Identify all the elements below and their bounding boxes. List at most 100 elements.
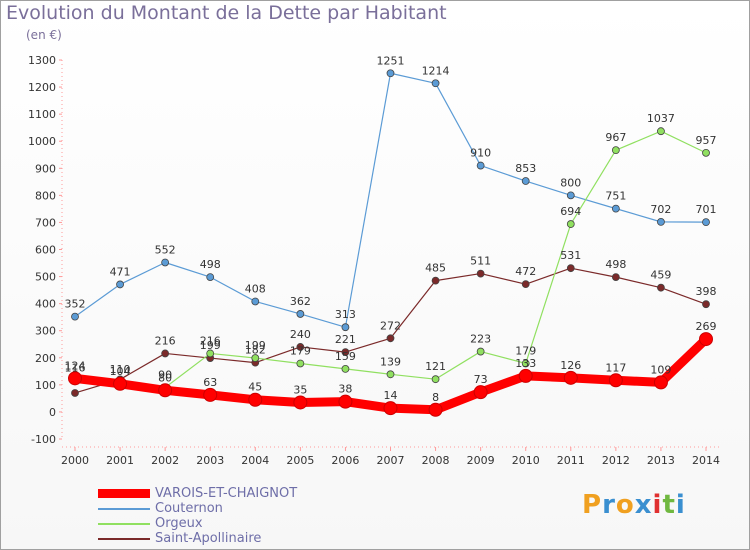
data-label: 531 [560,249,581,262]
data-point [563,370,578,385]
data-label: 45 [248,381,262,394]
legend-label-orgeux: Orgeux [155,516,203,531]
data-point [699,332,713,347]
data-label: 182 [245,344,266,357]
data-point [113,376,128,391]
logo-letter: i [652,490,663,520]
data-point [431,276,440,285]
y-tick-label: -100 [31,433,56,446]
data-label: 240 [290,328,311,341]
data-point [341,323,350,332]
legend-swatch-varois [98,489,150,498]
legend-label-couternon: Couternon [155,501,223,516]
data-label: 498 [605,258,626,271]
x-tick-label: 2010 [512,454,540,467]
data-point [251,297,260,306]
x-tick-label: 2009 [467,454,495,467]
legend-swatch-saint-apollinaire [98,538,150,540]
data-label: 80 [158,371,172,384]
data-point [386,334,395,343]
legend-label-varois: VAROIS-ET-CHAIGNOT [155,486,298,501]
data-point [476,269,485,278]
data-point [386,370,395,379]
legend-swatch-orgeux [98,523,150,525]
y-tick-label: 100 [35,379,56,392]
x-tick-label: 2004 [241,454,269,467]
data-label: 223 [470,333,491,346]
data-label: 313 [335,308,356,321]
y-tick-label: 300 [35,325,56,338]
data-point [206,273,215,282]
data-label: 485 [425,262,446,275]
data-point [518,368,533,383]
data-label: 216 [200,334,221,347]
x-tick-label: 2008 [422,454,450,467]
data-point [657,217,665,226]
data-point [161,258,170,267]
data-point [251,354,260,362]
data-label: 8 [432,391,439,404]
data-point [428,402,443,417]
x-tick-label: 2014 [692,454,720,467]
data-point [431,375,440,384]
x-tick-label: 2005 [286,454,314,467]
data-label: 126 [560,359,581,372]
data-point [341,348,350,357]
data-point [657,283,665,292]
data-label: 116 [65,362,86,375]
x-tick-label: 2011 [557,454,585,467]
data-label: 957 [696,134,717,147]
data-label: 199 [200,339,221,352]
data-label: 216 [155,334,176,347]
data-point [611,204,620,213]
data-label: 109 [650,363,671,376]
data-label: 702 [650,203,671,216]
data-point [68,371,82,386]
data-label: 73 [474,373,488,386]
logo-letter: P [582,490,603,520]
data-point [473,385,488,400]
data-label: 139 [380,355,401,368]
data-point [338,394,353,409]
x-tick-label: 2003 [196,454,224,467]
data-point [161,349,170,358]
y-tick-label: 200 [35,352,56,365]
data-label: 1037 [647,112,675,125]
data-label: 498 [200,258,221,271]
data-label: 800 [560,176,581,189]
data-label: 701 [696,203,717,216]
data-label: 221 [335,333,356,346]
data-label: 38 [338,383,352,396]
logo-letter: t [662,490,676,520]
data-label: 133 [515,357,536,370]
data-point [383,401,398,416]
y-tick-label: 0 [49,406,56,419]
data-point [608,373,623,388]
data-label: 269 [696,320,717,333]
data-point [611,273,620,282]
data-point [476,161,485,170]
data-point [702,300,710,309]
data-label: 362 [290,295,311,308]
data-label: 104 [110,365,131,378]
proxiti-logo: Proxiti [582,490,686,520]
data-point [653,375,668,390]
data-point [293,395,308,410]
x-tick-label: 2013 [647,454,675,467]
data-label: 121 [425,360,446,373]
data-label: 751 [605,190,626,203]
data-point [521,359,530,368]
data-label: 1251 [377,54,405,67]
data-point [611,146,620,155]
data-label: 552 [155,243,176,256]
data-point [296,359,305,368]
x-tick-label: 2002 [151,454,179,467]
data-label: 90 [158,369,172,382]
y-tick-label: 1200 [28,81,56,94]
x-tick-label: 2006 [331,454,359,467]
y-tick-label: 600 [35,244,56,257]
data-label: 117 [605,361,626,374]
data-point [296,343,305,351]
